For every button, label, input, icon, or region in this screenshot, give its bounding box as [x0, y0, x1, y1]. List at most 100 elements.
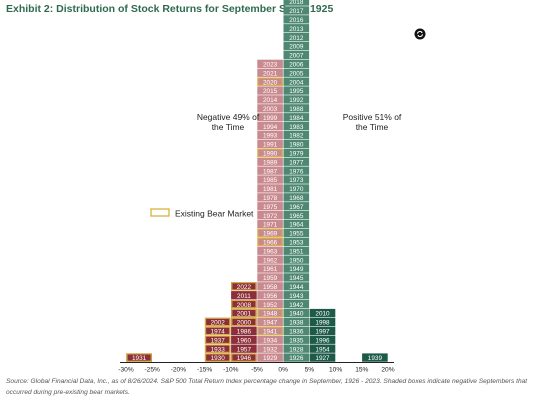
year-cell-bg — [283, 41, 310, 51]
x-tick-label: -15% — [197, 367, 213, 373]
year-cell-bg — [204, 317, 231, 327]
bear-market-outline — [257, 308, 283, 318]
year-cell-bg — [309, 308, 336, 318]
year-cell-1980: 1980 — [283, 139, 310, 149]
year-cell-1957: 1957 — [231, 344, 257, 353]
year-cell-bg — [283, 335, 310, 344]
legend-label: Existing Bear Market — [175, 209, 254, 219]
year-cell-2017: 2017 — [283, 6, 310, 15]
year-cell-bg — [257, 202, 283, 211]
year-label: 2007 — [289, 53, 304, 60]
x-tick-label: -5% — [251, 367, 263, 373]
year-cell-1993: 1993 — [257, 130, 283, 140]
chart-title: Exhibit 2: Distribution of Stock Returns… — [6, 3, 334, 15]
year-label: 1935 — [289, 337, 304, 344]
bear-market-outline — [257, 228, 283, 238]
refresh-icon[interactable] — [414, 28, 426, 40]
year-label: 1987 — [263, 168, 278, 175]
year-cell-1941: 1941 — [257, 326, 283, 336]
year-label: 1988 — [289, 106, 304, 113]
year-label: 1980 — [289, 142, 304, 149]
year-label: 1990 — [263, 151, 278, 158]
year-cell-bg — [283, 95, 310, 104]
year-cell-1926: 1926 — [283, 353, 310, 362]
year-label: 2011 — [237, 293, 251, 300]
year-cell-bg — [204, 353, 231, 362]
year-label: 1929 — [263, 355, 278, 362]
year-label: 1965 — [289, 213, 304, 220]
year-cell-bg — [283, 50, 310, 60]
year-cell-1966: 1966 — [257, 237, 283, 247]
year-label: 1955 — [289, 231, 304, 238]
year-cell-1932: 1932 — [257, 344, 283, 353]
year-cell-1972: 1972 — [257, 211, 283, 220]
year-cell-bg — [283, 264, 310, 273]
year-cell-1928: 1928 — [283, 344, 310, 353]
bear-market-outline — [205, 317, 231, 327]
year-cell-bg — [283, 300, 310, 309]
year-label: 1933 — [211, 346, 226, 353]
year-cell-1974: 1974 — [204, 326, 231, 336]
year-cell-bg — [257, 77, 283, 86]
year-cell-1959: 1959 — [257, 273, 283, 282]
year-cell-1947: 1947 — [257, 317, 283, 327]
year-cell-1963: 1963 — [257, 246, 283, 255]
negative-annotation: Negative 49% of the Time — [197, 112, 260, 132]
year-label: 1952 — [263, 302, 278, 309]
year-cell-1936: 1936 — [283, 326, 310, 336]
year-cell-bg — [257, 175, 283, 184]
legend: Existing Bear Market — [150, 208, 254, 219]
year-label: 1989 — [263, 159, 278, 166]
positive-annotation: Positive 51% of the Time — [343, 112, 402, 132]
year-cell-bg — [204, 344, 231, 353]
year-cell-bg — [283, 255, 310, 264]
year-label: 1971 — [263, 222, 278, 229]
year-label: 1940 — [289, 311, 304, 318]
year-label: 1976 — [289, 168, 304, 175]
year-label: 1960 — [237, 337, 252, 344]
year-cell-1967: 1967 — [283, 202, 310, 211]
year-label: 1999 — [263, 115, 278, 122]
year-label: 2013 — [289, 26, 304, 33]
year-label: 2018 — [289, 0, 304, 6]
x-tick-label: -20% — [171, 367, 187, 373]
year-cell-1994: 1994 — [257, 122, 283, 131]
year-label: 2001 — [237, 311, 252, 318]
year-label: 1930 — [211, 355, 226, 362]
year-label: 1998 — [315, 320, 330, 327]
year-label: 1972 — [263, 213, 278, 220]
year-label: 1967 — [289, 204, 304, 211]
year-cell-bg — [257, 335, 283, 344]
bear-market-outline — [126, 353, 152, 362]
year-cell-bg — [283, 122, 310, 131]
year-label: 1992 — [289, 97, 304, 104]
year-cell-2007: 2007 — [283, 50, 310, 60]
bear-market-outline — [231, 299, 257, 309]
year-cell-bg — [231, 291, 257, 300]
year-label: 1951 — [289, 248, 304, 255]
year-label: 1958 — [263, 284, 278, 291]
year-cell-bg — [231, 326, 257, 335]
year-label: 1946 — [237, 355, 252, 362]
year-label: 2003 — [263, 106, 278, 113]
year-cell-1929: 1929 — [257, 353, 283, 362]
year-cell-bg — [231, 317, 257, 327]
year-cell-bg — [283, 157, 310, 166]
year-cell-1999: 1999 — [257, 113, 283, 122]
year-cell-bg — [283, 59, 310, 68]
year-cell-bg — [257, 59, 283, 68]
year-label: 1934 — [263, 337, 278, 344]
year-label: 1978 — [263, 195, 278, 202]
year-cell-1995: 1995 — [283, 86, 310, 95]
year-cell-1949: 1949 — [283, 264, 310, 273]
bear-market-outline — [257, 77, 283, 86]
year-cell-2023: 2023 — [257, 59, 283, 69]
year-cell-bg — [283, 326, 310, 335]
year-cell-2016: 2016 — [283, 15, 310, 24]
year-cell-bg — [283, 246, 310, 255]
year-cell-bg — [257, 193, 283, 202]
bear-market-outline — [205, 353, 231, 362]
year-cell-2013: 2013 — [283, 24, 310, 33]
year-cell-bg — [283, 211, 310, 220]
bear-market-outline — [231, 308, 257, 318]
